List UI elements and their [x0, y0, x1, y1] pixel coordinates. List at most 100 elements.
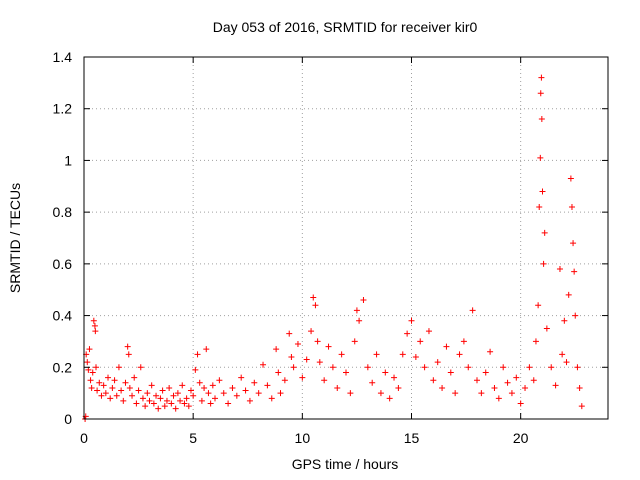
data-point [86, 346, 93, 353]
x-tick-label: 15 [404, 430, 420, 446]
data-point [338, 351, 345, 358]
data-point [377, 390, 384, 397]
plot-border [83, 56, 609, 420]
data-point [567, 175, 574, 182]
data-point [144, 390, 151, 397]
data-point [421, 364, 428, 371]
data-point [255, 390, 262, 397]
data-point [196, 379, 203, 386]
data-point [559, 351, 566, 358]
data-point [536, 203, 543, 210]
data-point [268, 395, 275, 402]
data-point [474, 377, 480, 384]
data-point [412, 353, 419, 360]
data-point [360, 297, 367, 304]
data-point [161, 403, 168, 410]
data-point [92, 328, 99, 335]
data-point [181, 400, 188, 407]
data-point [98, 392, 105, 399]
data-point [538, 74, 545, 81]
data-point [87, 377, 94, 384]
data-point [242, 387, 249, 394]
data-point [198, 397, 205, 404]
data-point [246, 397, 253, 404]
data-point [122, 379, 129, 386]
data-point [105, 374, 112, 381]
x-tick-label: 0 [80, 430, 88, 446]
data-point [386, 395, 393, 402]
data-point [179, 382, 186, 389]
data-point [351, 338, 358, 345]
data-point [281, 377, 288, 384]
data-point [535, 302, 542, 309]
data-point [190, 392, 197, 399]
data-point [495, 395, 502, 402]
data-point [543, 325, 550, 332]
data-point [460, 338, 467, 345]
data-point [517, 400, 524, 407]
data-point [96, 379, 103, 386]
data-point [88, 384, 95, 391]
data-point [329, 364, 336, 371]
data-point [568, 203, 575, 210]
data-point [288, 353, 295, 360]
y-tick-label: 1.2 [53, 101, 73, 117]
data-point [482, 369, 489, 376]
data-point [118, 387, 125, 394]
data-point [139, 395, 146, 402]
data-point [207, 400, 214, 407]
data-point [294, 341, 301, 348]
data-point [155, 405, 162, 412]
data-point [574, 364, 581, 371]
data-point [417, 338, 424, 345]
y-axis-label: SRMTID / TECUs [7, 183, 23, 293]
data-point [183, 395, 190, 402]
y-tick-label: 0 [64, 411, 72, 427]
data-point [120, 397, 127, 404]
data-point [540, 260, 547, 267]
data-point [187, 387, 194, 394]
data-point [434, 359, 441, 366]
data-point [522, 384, 529, 391]
data-point [159, 387, 166, 394]
data-point [286, 330, 293, 337]
data-point [172, 405, 179, 412]
data-point [90, 317, 97, 324]
data-point [364, 364, 371, 371]
data-point [113, 392, 120, 399]
data-point [373, 351, 380, 358]
data-point [541, 229, 548, 236]
data-point [321, 377, 328, 384]
data-point [157, 395, 164, 402]
data-point [89, 369, 96, 376]
data-point [526, 364, 533, 371]
data-point [124, 343, 131, 350]
data-point [469, 307, 476, 314]
data-point [347, 390, 354, 397]
data-point [129, 392, 136, 399]
data-point [168, 400, 175, 407]
data-point [356, 317, 363, 324]
data-point [439, 384, 446, 391]
y-tick-label: 1 [64, 152, 72, 168]
data-point [233, 392, 240, 399]
data-point [170, 392, 177, 399]
data-point [465, 364, 472, 371]
data-point [84, 359, 91, 366]
data-point [399, 351, 406, 358]
data-point [565, 291, 572, 298]
data-point [238, 374, 245, 381]
data-point [578, 403, 585, 410]
data-point [91, 322, 98, 329]
data-point [192, 366, 199, 373]
data-point [395, 384, 402, 391]
data-point [209, 382, 216, 389]
data-point [111, 377, 118, 384]
data-point [133, 400, 140, 407]
data-point [85, 366, 92, 373]
data-point [260, 361, 267, 368]
data-point [563, 359, 570, 366]
data-point [148, 382, 155, 389]
data-point [382, 369, 389, 376]
